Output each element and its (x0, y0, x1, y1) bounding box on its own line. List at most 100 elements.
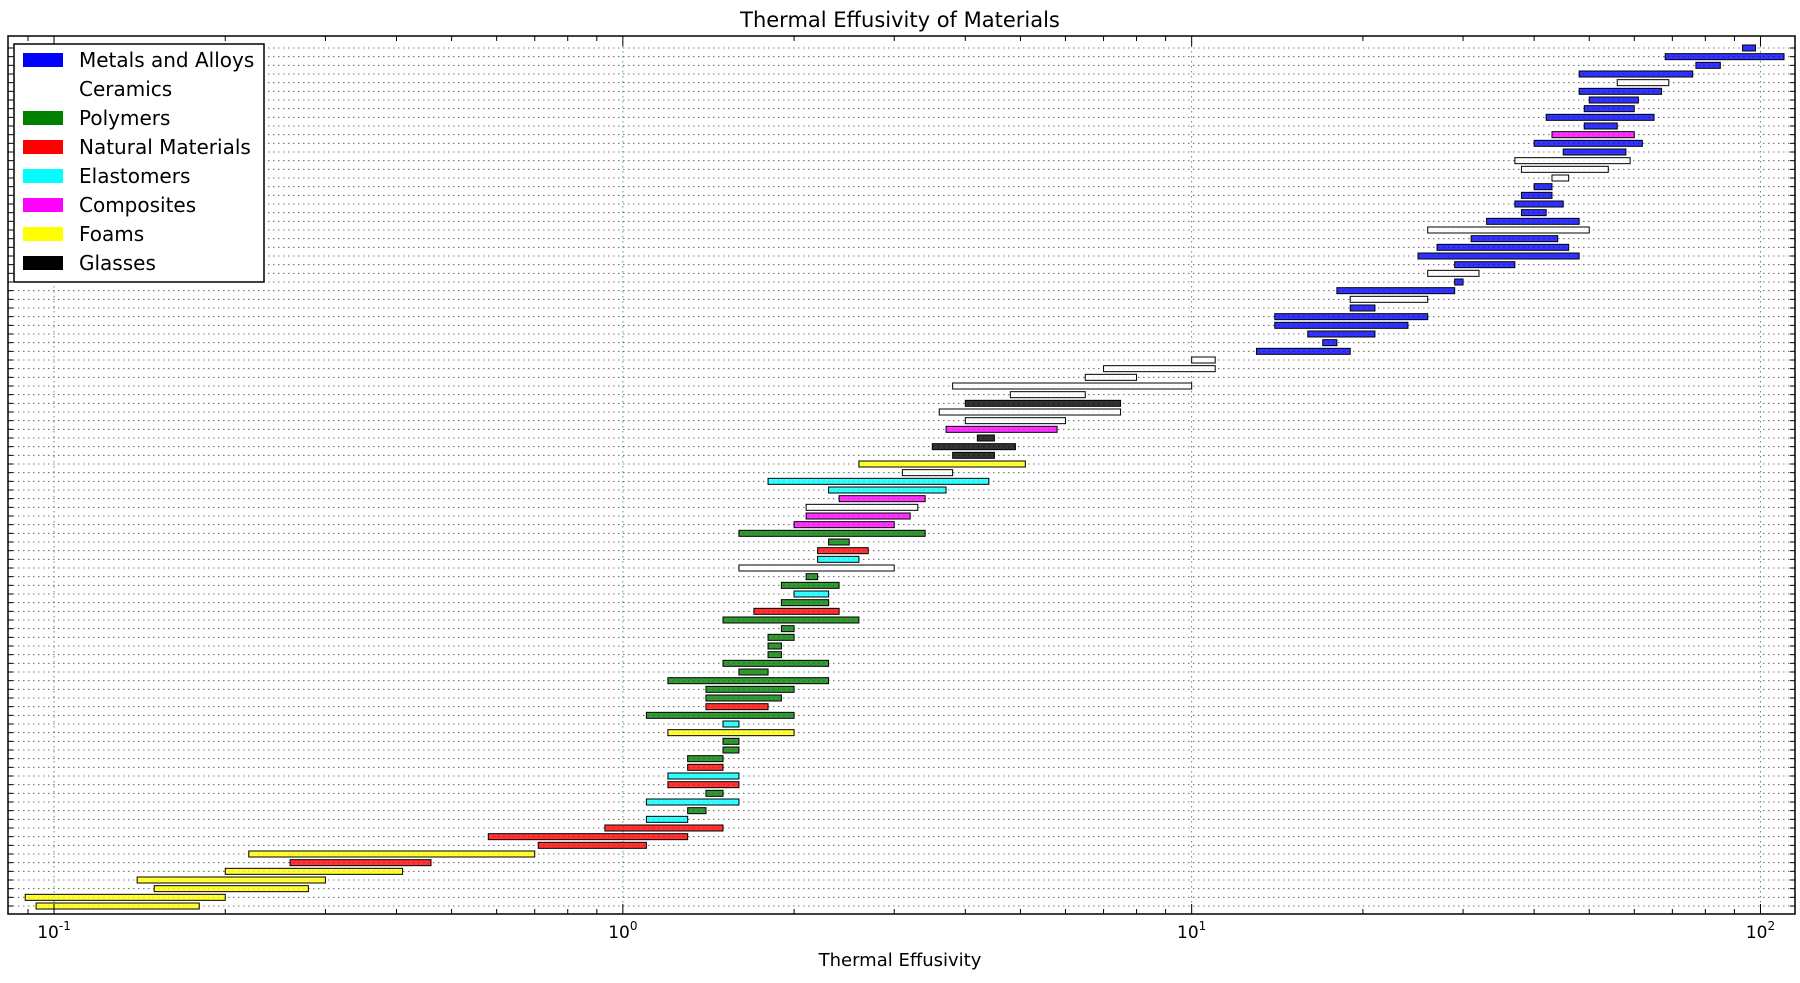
bar (153, 885, 309, 893)
bar (687, 807, 707, 815)
bar (738, 529, 926, 537)
bar (1427, 226, 1590, 234)
bar (793, 590, 830, 598)
bar (1307, 330, 1376, 338)
bar (722, 737, 740, 745)
x-tick-label: 102 (1746, 919, 1775, 943)
x-tick-label: 101 (1177, 919, 1206, 943)
bar (667, 772, 740, 780)
bar (1514, 157, 1631, 165)
bar (938, 408, 1122, 416)
bar (1427, 269, 1480, 277)
bar (722, 659, 830, 667)
bar (35, 902, 200, 910)
bar (780, 625, 795, 633)
bar (1274, 313, 1429, 321)
bar (1578, 87, 1663, 95)
bar (858, 460, 1026, 468)
bar (1349, 295, 1429, 303)
bar (964, 399, 1122, 407)
legend-swatch (23, 111, 63, 125)
x-axis-ticks: 10-1 100 101 102 (8, 36, 1795, 943)
bar (1336, 287, 1456, 295)
bar (805, 503, 919, 511)
bar (1533, 183, 1553, 191)
bar (1417, 252, 1580, 260)
bar (1274, 321, 1409, 329)
bar (738, 564, 895, 572)
legend-swatch (23, 198, 63, 212)
legend-frame (13, 43, 265, 283)
bar (645, 711, 795, 719)
legend-label: Metals and Alloys (79, 48, 254, 72)
bar (722, 720, 740, 728)
legend-label: Glasses (79, 251, 156, 275)
bar (1742, 44, 1756, 52)
bar (136, 876, 326, 884)
bar (817, 555, 860, 563)
bar (722, 616, 860, 624)
bar (224, 867, 404, 875)
bar (964, 417, 1066, 425)
plot-frame (7, 35, 1796, 915)
bar (722, 746, 740, 754)
bar (753, 607, 840, 615)
bar (952, 451, 995, 459)
legend-label: Foams (79, 222, 144, 246)
legend-swatch (23, 82, 63, 96)
bars (24, 44, 1785, 910)
legend-label: Composites (79, 193, 196, 217)
bar (667, 781, 740, 789)
legend: Metals and Alloys Ceramics Polymers Natural… (13, 43, 265, 283)
bar (1562, 148, 1627, 156)
bar (705, 789, 724, 797)
bar (1514, 200, 1564, 208)
bar (780, 599, 830, 607)
x-tick-label: 100 (608, 919, 637, 943)
bar (931, 443, 1016, 451)
bar (687, 763, 724, 771)
bar (24, 893, 226, 901)
bar (828, 486, 947, 494)
bar (705, 694, 782, 702)
bar (1084, 373, 1138, 381)
bar (1695, 61, 1721, 69)
bar (537, 841, 647, 849)
bar (1322, 339, 1338, 347)
bar (738, 668, 769, 676)
bar (1551, 174, 1570, 182)
bar (1551, 131, 1635, 139)
bar (487, 833, 689, 841)
x-axis-label: Thermal Effusivity (818, 950, 982, 971)
bar (604, 824, 724, 832)
bar (1255, 347, 1351, 355)
bar (687, 755, 724, 763)
bar (767, 633, 795, 641)
chart-title: Thermal Effusivity of Materials (739, 8, 1060, 32)
bar (1191, 356, 1216, 364)
bar (1103, 365, 1216, 373)
bar (1454, 261, 1516, 269)
bar (805, 573, 819, 581)
bar (767, 642, 782, 650)
bar (1520, 209, 1547, 217)
legend-swatch (23, 256, 63, 270)
bar (838, 495, 926, 503)
bar (1454, 278, 1464, 286)
legend-label: Natural Materials (79, 135, 251, 159)
bar (952, 382, 1193, 390)
bar (1436, 243, 1570, 251)
bar (828, 538, 850, 546)
legend-swatch (23, 53, 63, 67)
bar (1664, 53, 1785, 61)
legend-label: Elastomers (79, 164, 190, 188)
bar (667, 677, 830, 685)
bar (289, 859, 432, 867)
legend-label: Ceramics (79, 77, 172, 101)
bar (705, 703, 769, 711)
bar (1349, 304, 1376, 312)
legend-swatch (23, 227, 63, 241)
bar (1486, 217, 1580, 225)
bar (705, 685, 795, 693)
